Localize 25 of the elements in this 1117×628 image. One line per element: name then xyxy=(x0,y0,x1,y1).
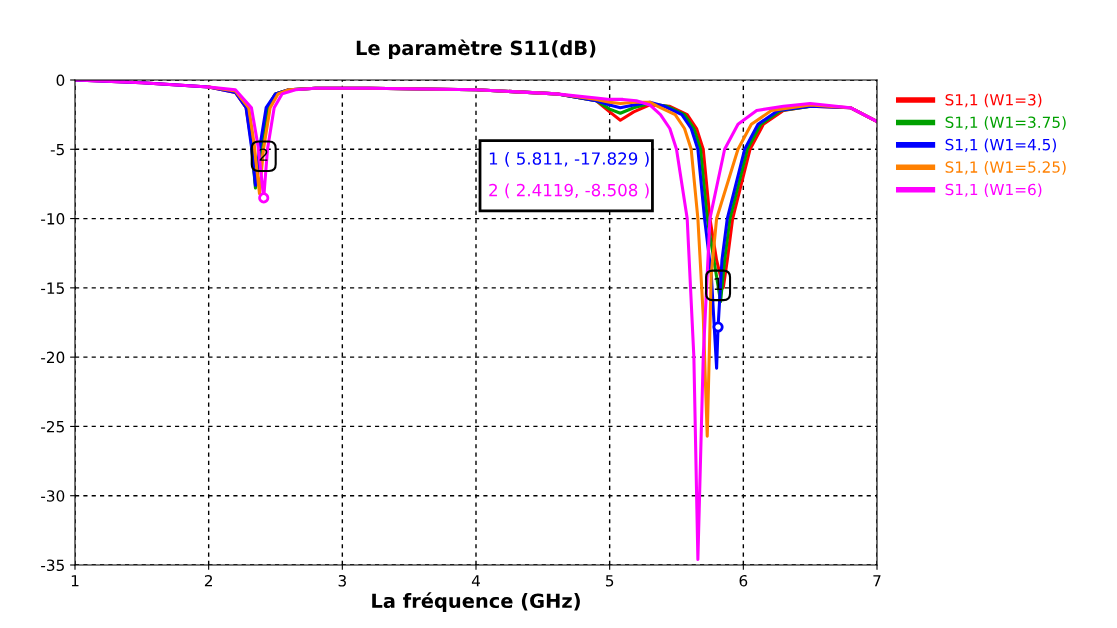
annotation: 1 ( 5.811, -17.829 ) xyxy=(489,151,649,167)
legend-label: S1,1 (W1=5.25) xyxy=(945,161,1066,175)
y-tick-label: -15 xyxy=(41,282,64,294)
y-tick-label: -35 xyxy=(41,559,64,572)
legend-label: S1,1 (W1=3) xyxy=(945,93,1042,108)
legend-label: S1,1 (W1=4.5) xyxy=(945,138,1056,153)
x-axis-title: La fréquence (GHz) xyxy=(372,592,580,612)
y-tick-label: -5 xyxy=(50,143,64,156)
legend-label: S1,1 (W1=6) xyxy=(945,183,1042,198)
y-tick-label: -25 xyxy=(41,420,64,433)
y-tick-label: 0 xyxy=(56,74,65,87)
x-tick-label: 5 xyxy=(605,575,614,587)
x-tick-label: 3 xyxy=(338,574,346,587)
x-tick-label: 4 xyxy=(471,575,480,587)
y-tick-label: -10 xyxy=(41,213,65,225)
annotation: 2 ( 2.4119, -8.508 ) xyxy=(489,183,649,199)
x-tick-label: 6 xyxy=(739,574,748,587)
annotation: 1 xyxy=(714,277,722,290)
x-tick-label: 2 xyxy=(204,574,212,587)
y-tick-label: -20 xyxy=(41,351,65,364)
x-tick-label: 7 xyxy=(873,575,881,587)
chart-title: Le paramètre S11(dB) xyxy=(356,39,596,60)
x-tick-label: 1 xyxy=(71,575,79,587)
legend-label: S1,1 (W1=3.75) xyxy=(945,116,1066,130)
y-tick-label: -30 xyxy=(41,490,65,502)
